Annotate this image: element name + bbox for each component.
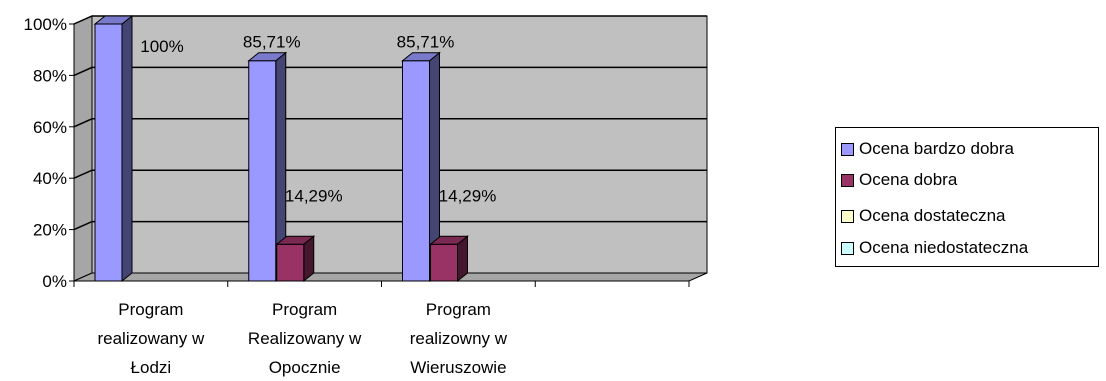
bar — [430, 243, 458, 282]
legend-swatch-dostateczna — [841, 209, 854, 223]
legend-label-dobra: Ocena dobra — [859, 170, 958, 189]
legend-label-bardzo-dobra: Ocena bardzo dobra — [859, 139, 1014, 158]
x-tick-label: Program — [118, 300, 183, 319]
bar-top — [275, 235, 316, 245]
plot-floor — [73, 272, 708, 282]
y-tick-label: 40% — [33, 169, 67, 188]
gridline — [73, 169, 707, 179]
bar-side — [121, 14, 133, 283]
x-tick-label: Łodzi — [131, 358, 172, 377]
chart: 0% 20% 40% 60% 80% 100% Program realizowany w Ło… — [24, 14, 708, 377]
plot-back-wall — [91, 15, 708, 274]
x-tick-label: Program — [272, 300, 337, 319]
x-tick-label: realizowny w — [410, 329, 508, 348]
legend-item-dostateczna: Ocena dostateczna — [841, 206, 1005, 226]
data-label: 85,71% — [397, 33, 455, 52]
x-tick-label: Realizowany w — [248, 329, 362, 348]
bar-top — [401, 52, 441, 62]
x-tick-label: Wieruszowie — [410, 358, 506, 377]
gridline — [73, 15, 707, 25]
y-tick-label: 0% — [42, 272, 67, 291]
y-tick-label: 100% — [24, 15, 67, 34]
x-tick-label: Program — [426, 300, 491, 319]
y-tick-label: 20% — [33, 221, 67, 240]
bar — [402, 60, 430, 282]
bar-top — [247, 52, 288, 62]
data-label: 85,71% — [243, 33, 301, 52]
bar — [248, 60, 277, 282]
legend-swatch-dobra — [841, 173, 854, 187]
gridline — [73, 66, 707, 77]
plot-side-wall — [73, 15, 93, 282]
x-tick-label: Opocznie — [269, 358, 341, 377]
bar-top — [93, 15, 134, 25]
legend-item-dobra: Ocena dobra — [841, 170, 957, 190]
legend: Ocena bardzo dobra Ocena dobra Ocena dos… — [835, 127, 1099, 267]
legend-label-dostateczna: Ocena dostateczna — [859, 206, 1006, 225]
y-tick-label: 80% — [33, 66, 67, 85]
y-tick-label: 60% — [33, 118, 67, 137]
legend-item-bardzo-dobra: Ocena bardzo dobra — [841, 139, 1014, 159]
bar-top — [429, 235, 469, 245]
bar — [94, 23, 123, 282]
gridline — [73, 220, 707, 231]
legend-swatch-niedostateczna — [841, 241, 854, 255]
data-label: 14,29% — [439, 186, 497, 205]
legend-swatch-bardzo-dobra — [841, 142, 854, 156]
bar — [276, 243, 305, 282]
legend-label-niedostateczna: Ocena niedostateczna — [859, 238, 1029, 257]
data-label: 100% — [140, 37, 183, 56]
x-tick-label: realizowany w — [97, 329, 204, 348]
legend-item-niedostateczna: Ocena niedostateczna — [841, 238, 1028, 258]
data-label: 14,29% — [285, 186, 343, 205]
gridline — [73, 118, 707, 128]
